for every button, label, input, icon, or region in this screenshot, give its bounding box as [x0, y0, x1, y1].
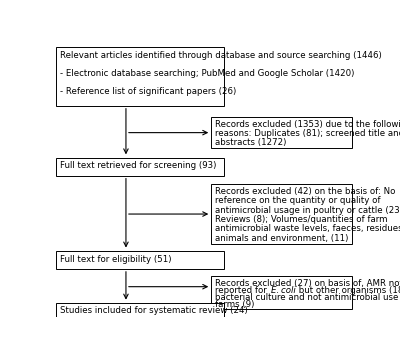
Text: Full text for eligibility (51): Full text for eligibility (51) [60, 255, 172, 263]
Text: antimicrobial waste levels, faeces, residues in: antimicrobial waste levels, faeces, resi… [215, 224, 400, 233]
FancyBboxPatch shape [56, 303, 224, 317]
Text: Reviews (8); Volumes/quantities of farm: Reviews (8); Volumes/quantities of farm [215, 215, 388, 224]
FancyBboxPatch shape [56, 47, 224, 106]
FancyBboxPatch shape [56, 158, 224, 176]
Text: reference on the quantity or quality of: reference on the quantity or quality of [215, 197, 380, 205]
FancyBboxPatch shape [211, 184, 352, 244]
Text: animals and environment, (11): animals and environment, (11) [215, 234, 348, 243]
FancyBboxPatch shape [56, 251, 224, 269]
Text: bacterial culture and not antimicrobial use on: bacterial culture and not antimicrobial … [215, 293, 400, 302]
Text: E. coli: E. coli [271, 286, 296, 295]
Text: farms (9): farms (9) [215, 300, 254, 309]
Text: Full text retrieved for screening (93): Full text retrieved for screening (93) [60, 161, 216, 171]
FancyBboxPatch shape [211, 117, 352, 148]
Text: Records excluded (42) on the basis of: No: Records excluded (42) on the basis of: N… [215, 187, 395, 196]
FancyBboxPatch shape [211, 276, 352, 309]
Text: but other organisms (18),: but other organisms (18), [296, 286, 400, 295]
Text: reasons: Duplicates (81); screened title and: reasons: Duplicates (81); screened title… [215, 129, 400, 138]
Text: - Reference list of significant papers (26): - Reference list of significant papers (… [60, 87, 236, 96]
Text: - Electronic database searching; PubMed and Google Scholar (1420): - Electronic database searching; PubMed … [60, 69, 354, 78]
Text: Records excluded (27) on basis of, AMR not: Records excluded (27) on basis of, AMR n… [215, 279, 400, 288]
Text: Records excluded (1353) due to the following: Records excluded (1353) due to the follo… [215, 120, 400, 129]
Text: reported for: reported for [215, 286, 271, 295]
Text: abstracts (1272): abstracts (1272) [215, 138, 286, 147]
Text: Studies included for systematic review (24): Studies included for systematic review (… [60, 306, 248, 315]
Text: Relevant articles identified through database and source searching (1446): Relevant articles identified through dat… [60, 51, 382, 60]
Text: antimicrobial usage in poultry or cattle (23);: antimicrobial usage in poultry or cattle… [215, 206, 400, 215]
